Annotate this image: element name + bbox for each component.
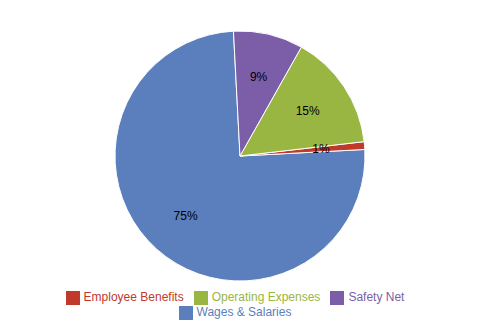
html-text:Safety Net: Safety Net — [348, 290, 405, 305]
svg-text:75%: 75% — [174, 209, 198, 223]
html-text:Employee Benefits: Employee Benefits — [83, 290, 184, 305]
html-text:Wages & Salaries: Wages & Salaries — [196, 305, 292, 320]
html-text:Operating Expenses: Operating Expenses — [211, 290, 321, 305]
svg-text:15%: 15% — [296, 104, 320, 118]
svg-text:9%: 9% — [250, 70, 268, 84]
svg-text:1%: 1% — [312, 142, 330, 156]
